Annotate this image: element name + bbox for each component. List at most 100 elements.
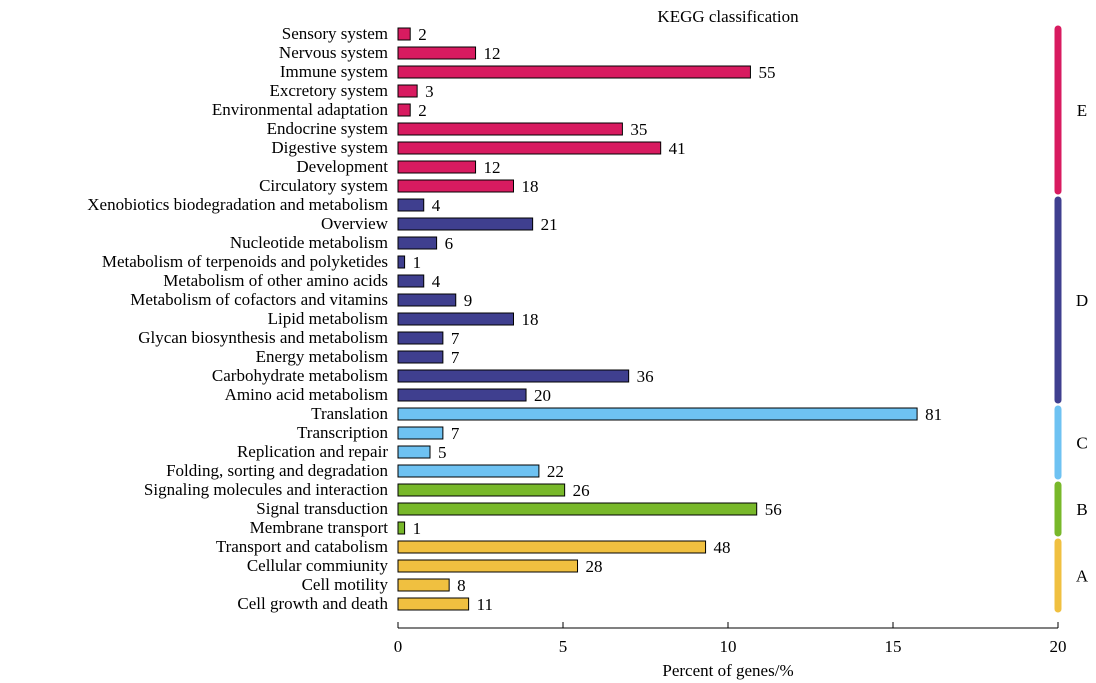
category-label: Metabolism of terpenoids and polyketides — [102, 252, 388, 271]
category-label: Replication and repair — [237, 442, 388, 461]
bar-count-label: 7 — [451, 424, 460, 443]
category-label: Amino acid metabolism — [225, 385, 388, 404]
x-tick-label: 15 — [885, 637, 902, 656]
category-label: Folding, sorting and degradation — [166, 461, 388, 480]
bar-count-label: 12 — [484, 158, 501, 177]
bar — [397, 369, 630, 383]
category-label: Transcription — [297, 423, 388, 442]
category-label: Membrane transport — [250, 518, 389, 537]
bar — [397, 597, 470, 611]
category-label: Cell motility — [302, 575, 389, 594]
category-label: Transport and catabolism — [216, 537, 388, 556]
bar — [397, 540, 707, 554]
category-label: Cell growth and death — [237, 594, 388, 613]
x-axis-title: Percent of genes/% — [662, 661, 793, 680]
bar-count-label: 6 — [445, 234, 454, 253]
bar — [397, 179, 514, 193]
category-label: Overview — [321, 214, 389, 233]
category-label: Excretory system — [270, 81, 389, 100]
bar — [397, 84, 418, 98]
bar-count-label: 1 — [413, 253, 422, 272]
bar — [397, 578, 450, 592]
bar-count-label: 3 — [425, 82, 434, 101]
x-tick-label: 10 — [720, 637, 737, 656]
group-label: E — [1077, 101, 1087, 120]
bar — [397, 312, 514, 326]
bar — [397, 521, 406, 535]
bar-count-label: 2 — [418, 101, 427, 120]
bar-count-label: 22 — [547, 462, 564, 481]
bar — [397, 445, 431, 459]
bar-count-label: 4 — [432, 272, 441, 291]
bar — [397, 350, 444, 364]
bar-count-label: 9 — [464, 291, 473, 310]
bar — [397, 103, 411, 117]
bar-count-label: 26 — [573, 481, 590, 500]
bar-count-label: 5 — [438, 443, 447, 462]
bar — [397, 559, 579, 573]
group-label: B — [1076, 500, 1087, 519]
bar-count-label: 18 — [522, 177, 539, 196]
category-label: Immune system — [280, 62, 388, 81]
group-brackets: E D C B A — [1054, 25, 1089, 613]
x-tick-label: 0 — [394, 637, 403, 656]
bar-count-label: 55 — [758, 63, 775, 82]
category-label: Signaling molecules and interaction — [144, 480, 389, 499]
category-label: Circulatory system — [259, 176, 388, 195]
bar-count-label: 1 — [413, 519, 422, 538]
bar — [397, 464, 540, 478]
bar-count-label: 56 — [765, 500, 782, 519]
bar-count-label: 7 — [451, 329, 460, 348]
bar — [397, 426, 444, 440]
category-label: Nervous system — [279, 43, 388, 62]
bar-count-label: 11 — [477, 595, 493, 614]
x-tick-label: 5 — [559, 637, 568, 656]
bar — [397, 141, 662, 155]
group-label: C — [1076, 434, 1087, 453]
bar-count-label: 12 — [484, 44, 501, 63]
bar — [397, 293, 457, 307]
x-tick-label: 20 — [1050, 637, 1067, 656]
bar-count-label: 28 — [586, 557, 603, 576]
bar — [397, 502, 758, 516]
category-label: Energy metabolism — [256, 347, 388, 366]
bar — [397, 407, 918, 421]
category-label: Digestive system — [271, 138, 388, 157]
category-label: Carbohydrate metabolism — [212, 366, 388, 385]
category-label: Metabolism of cofactors and vitamins — [130, 290, 388, 309]
category-label: Xenobiotics biodegradation and metabolis… — [87, 195, 388, 214]
bar — [397, 255, 406, 269]
group-label: A — [1076, 567, 1089, 586]
category-label: Metabolism of other amino acids — [163, 271, 388, 290]
bar-count-label: 7 — [451, 348, 460, 367]
bar — [397, 27, 411, 41]
bar — [397, 198, 425, 212]
bar — [397, 65, 751, 79]
chart-title: KEGG classification — [657, 7, 799, 26]
x-axis: 0 5 10 15 20 — [394, 622, 1067, 656]
bar — [397, 217, 534, 231]
bar — [397, 483, 566, 497]
category-label: Glycan biosynthesis and metabolism — [138, 328, 388, 347]
bar-count-label: 2 — [418, 25, 427, 44]
category-label: Translation — [311, 404, 388, 423]
category-label: Nucleotide metabolism — [230, 233, 388, 252]
category-label: Development — [296, 157, 388, 176]
category-label: Endocrine system — [267, 119, 388, 138]
category-label: Lipid metabolism — [268, 309, 388, 328]
bar-count-label: 18 — [522, 310, 539, 329]
bar — [397, 236, 438, 250]
bar-count-label: 21 — [541, 215, 558, 234]
bar-count-label: 48 — [714, 538, 731, 557]
bar — [397, 388, 527, 402]
bar-count-label: 36 — [637, 367, 654, 386]
bar — [397, 160, 477, 174]
bar-count-label: 35 — [630, 120, 647, 139]
group-label: D — [1076, 291, 1088, 310]
category-label: Cellular commiunity — [247, 556, 389, 575]
bar-count-label: 41 — [669, 139, 686, 158]
bar — [397, 122, 623, 136]
category-label: Environmental adaptation — [212, 100, 389, 119]
